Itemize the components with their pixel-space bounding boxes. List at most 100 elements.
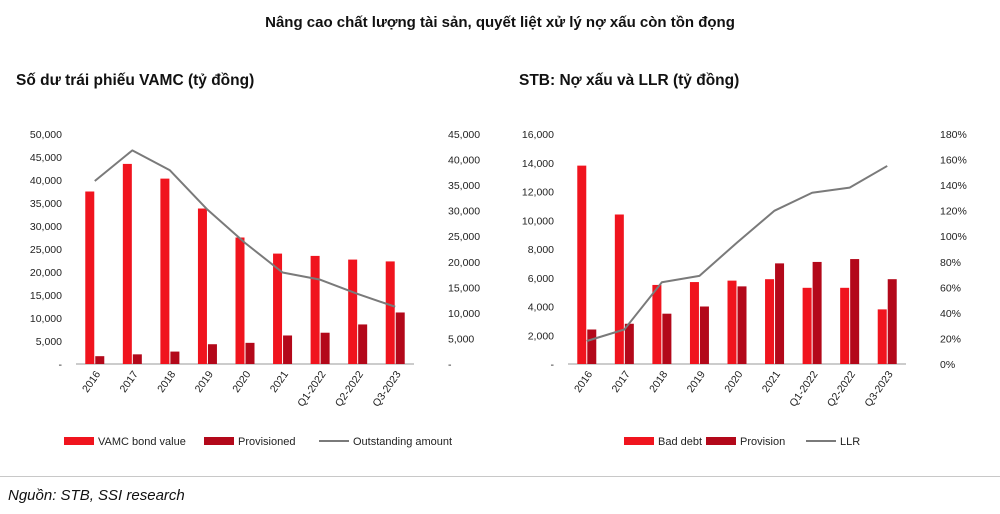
y-right-tick-label: 45,000 (448, 129, 480, 141)
secondary-bar (170, 351, 180, 364)
secondary-bar (245, 342, 255, 364)
primary-bar (348, 259, 358, 364)
secondary-bar (587, 329, 597, 364)
y-right-tick-label: 40,000 (448, 155, 480, 167)
x-tick-label: 2020 (230, 369, 253, 395)
legend-label: Provision (740, 436, 785, 448)
y-right-tick-label: 40% (940, 308, 961, 320)
x-tick-label: 2019 (193, 369, 216, 395)
y-right-tick-label: 30,000 (448, 206, 480, 218)
y-right-tick-label: 60% (940, 282, 961, 294)
secondary-bar (132, 354, 142, 364)
x-tick-label: 2017 (610, 369, 633, 395)
y-right-tick-label: 140% (940, 180, 967, 192)
vamc-bond-chart: - 5,000 10,000 15,000 20,000 25,000 30,000 35,0… (30, 129, 480, 448)
x-tick-label: 2016 (572, 369, 595, 395)
x-tick-label: 2018 (155, 369, 178, 395)
y-left-tick-label: 2,000 (528, 330, 554, 342)
primary-bar (310, 255, 320, 364)
x-tick-label: Q2-2022 (825, 369, 858, 409)
y-left-tick-label: 14,000 (522, 158, 554, 170)
main-title: Nâng cao chất lượng tài sản, quyết liệt … (265, 14, 735, 31)
primary-bar (727, 280, 737, 364)
y-left-tick-label: - (59, 359, 63, 371)
secondary-bar (358, 324, 368, 364)
y-left-tick-label: 10,000 (30, 313, 62, 325)
x-tick-label: 2021 (760, 369, 783, 395)
line-series (586, 165, 888, 342)
primary-bar (273, 253, 283, 364)
y-right-tick-label: 35,000 (448, 180, 480, 192)
y-right-tick-label: 80% (940, 257, 961, 269)
x-tick-label: Q2-2022 (333, 369, 366, 409)
primary-bar (689, 282, 699, 364)
legend-label: Provisioned (238, 436, 295, 448)
y-left-tick-label: 5,000 (36, 336, 62, 348)
y-right-tick-label: 160% (940, 155, 967, 167)
y-left-tick-label: - (551, 359, 555, 371)
primary-bar (652, 284, 662, 364)
y-right-tick-label: 100% (940, 231, 967, 243)
x-tick-label: 2021 (268, 369, 291, 395)
y-right-tick-label: 25,000 (448, 231, 480, 243)
legend-swatch (624, 437, 654, 445)
y-right-tick-label: 120% (940, 206, 967, 218)
secondary-bar (775, 263, 785, 364)
y-left-tick-label: 16,000 (522, 129, 554, 141)
legend-label: VAMC bond value (98, 436, 186, 448)
secondary-bar (207, 344, 217, 364)
y-right-tick-label: 0% (940, 359, 955, 371)
y-left-tick-label: 50,000 (30, 129, 62, 141)
stb-npl-llr-chart: - 2,000 4,000 6,000 8,000 10,000 12,000 14,000 1… (522, 129, 967, 448)
y-left-tick-label: 20,000 (30, 267, 62, 279)
primary-bar (235, 237, 245, 364)
x-tick-label: Q1-2022 (295, 369, 328, 409)
y-left-tick-label: 8,000 (528, 244, 554, 256)
line-series (94, 149, 396, 308)
y-left-tick-label: 45,000 (30, 152, 62, 164)
secondary-bar (395, 312, 405, 364)
x-tick-label: 2017 (118, 369, 141, 395)
y-left-tick-label: 35,000 (30, 198, 62, 210)
vamc-chart-title: Số dư trái phiếu VAMC (tỷ đồng) (16, 72, 255, 89)
x-tick-label: 2019 (685, 369, 708, 395)
primary-bar (577, 165, 587, 364)
primary-bar (85, 191, 95, 364)
y-left-tick-label: 25,000 (30, 244, 62, 256)
secondary-bar (95, 356, 105, 364)
y-left-tick-label: 10,000 (522, 215, 554, 227)
y-left-tick-label: 15,000 (30, 290, 62, 302)
legend-label: LLR (840, 436, 860, 448)
secondary-bar (662, 313, 672, 364)
y-right-tick-label: 20% (940, 333, 961, 345)
y-right-tick-label: 15,000 (448, 282, 480, 294)
y-right-tick-label: 180% (940, 129, 967, 141)
y-left-tick-label: 4,000 (528, 302, 554, 314)
secondary-bar (737, 286, 747, 364)
secondary-bar (624, 323, 634, 364)
primary-bar (614, 214, 624, 364)
secondary-bar (850, 259, 860, 364)
x-tick-label: 2018 (647, 369, 670, 395)
y-right-tick-label: 20,000 (448, 257, 480, 269)
legend-swatch (204, 437, 234, 445)
x-tick-label: Q1-2022 (787, 369, 820, 409)
primary-bar (385, 261, 395, 364)
x-tick-label: 2016 (80, 369, 103, 395)
primary-bar (877, 309, 887, 364)
y-right-tick-label: - (448, 359, 452, 371)
primary-bar (160, 178, 170, 364)
x-tick-label: Q3-2023 (370, 369, 403, 409)
source-note: Nguồn: STB, SSI research (8, 487, 185, 504)
secondary-bar (320, 332, 330, 364)
y-left-tick-label: 12,000 (522, 187, 554, 199)
primary-bar (122, 163, 132, 364)
y-left-tick-label: 40,000 (30, 175, 62, 187)
primary-bar (802, 287, 812, 364)
x-tick-label: Q3-2023 (862, 369, 895, 409)
secondary-bar (699, 306, 709, 364)
footer-divider (0, 476, 1000, 477)
y-right-tick-label: 10,000 (448, 308, 480, 320)
y-left-tick-label: 6,000 (528, 273, 554, 285)
secondary-bar (887, 279, 897, 364)
